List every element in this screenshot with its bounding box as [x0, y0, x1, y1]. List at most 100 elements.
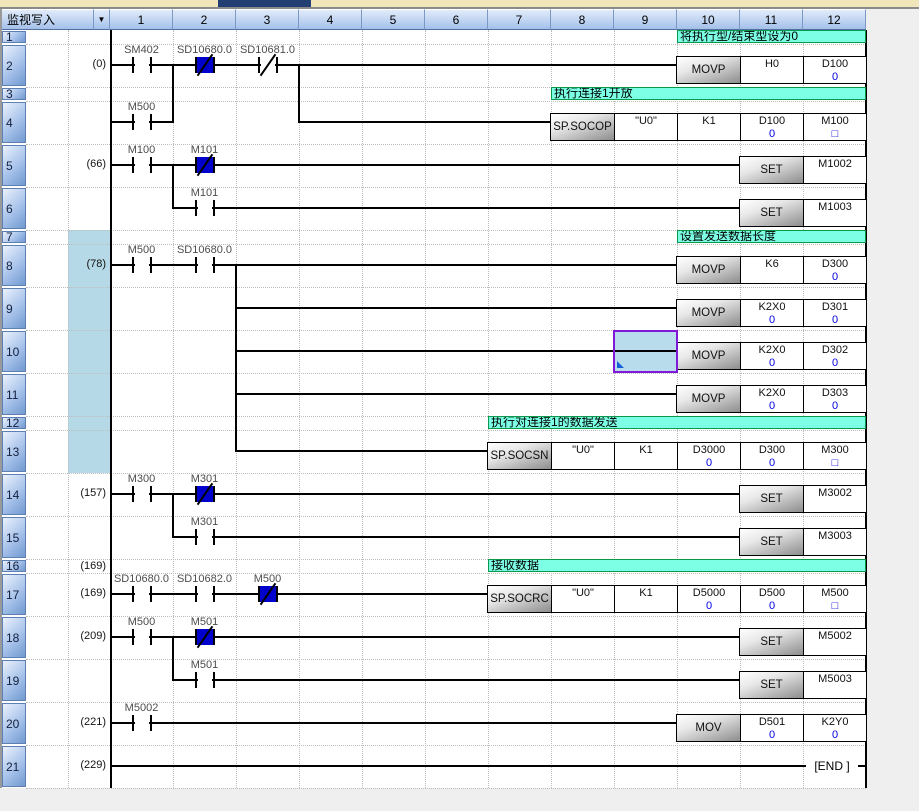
row-header[interactable]: 3: [2, 87, 26, 101]
contact[interactable]: [194, 672, 197, 688]
operand-name: M5002: [818, 630, 852, 642]
comment-box[interactable]: 将执行型/结束型设为0: [677, 30, 866, 43]
comment-text: 接收数据: [491, 559, 540, 572]
row-header[interactable]: 12: [2, 416, 26, 430]
contact[interactable]: [194, 57, 197, 73]
contact[interactable]: [257, 586, 260, 602]
grid-line-horizontal: [26, 516, 866, 517]
contact[interactable]: [275, 586, 278, 602]
contact[interactable]: [149, 486, 152, 502]
monitor-value: 0: [768, 400, 776, 412]
contact[interactable]: [131, 157, 134, 173]
contact[interactable]: [194, 257, 197, 273]
contact[interactable]: [212, 529, 215, 545]
contact[interactable]: [149, 586, 152, 602]
row-header[interactable]: 8: [2, 245, 26, 286]
row-header[interactable]: 14: [2, 474, 26, 515]
operand-cell: H0: [740, 57, 803, 83]
row-header[interactable]: 7: [2, 230, 26, 244]
contact[interactable]: [149, 157, 152, 173]
instruction-box[interactable]: SP.SOCSN "U0" K1 D3000 0 D300 0 M300 □: [487, 442, 867, 470]
operand-name: SET: [760, 164, 783, 176]
instruction-box[interactable]: SET M5002: [739, 628, 867, 656]
instruction-box[interactable]: SET M1003: [739, 199, 867, 227]
instruction-mnemonic-cell: SET: [740, 157, 803, 183]
contact[interactable]: [275, 57, 278, 73]
contact[interactable]: [149, 57, 152, 73]
row-header[interactable]: 6: [2, 188, 26, 229]
rung-wire: [110, 164, 740, 166]
contact[interactable]: [194, 486, 197, 502]
row-header[interactable]: 1: [2, 30, 26, 44]
instruction-box[interactable]: MOVP K2X0 0 D302 0: [676, 342, 867, 370]
instruction-box[interactable]: MOVP K6 D300 0: [676, 256, 867, 284]
instruction-box[interactable]: MOVP K2X0 0 D301 0: [676, 299, 867, 327]
row-header[interactable]: 20: [2, 703, 26, 744]
contact[interactable]: [131, 57, 134, 73]
instruction-box[interactable]: MOV D501 0 K2Y0 0: [676, 714, 867, 742]
contact[interactable]: [212, 57, 215, 73]
operand-name: MOV: [695, 722, 722, 734]
instruction-box[interactable]: SET M5003: [739, 671, 867, 699]
header-dropdown-button[interactable]: ▼: [94, 9, 110, 30]
contact[interactable]: [194, 629, 197, 645]
contact[interactable]: [131, 486, 134, 502]
row-header[interactable]: 21: [2, 746, 26, 787]
row-header[interactable]: 9: [2, 288, 26, 329]
contact[interactable]: [194, 529, 197, 545]
contact[interactable]: [257, 57, 260, 73]
contact[interactable]: [212, 157, 215, 173]
edit-cursor[interactable]: [613, 330, 678, 373]
comment-box[interactable]: 设置发送数据长度: [677, 230, 866, 243]
contact[interactable]: [212, 257, 215, 273]
instruction-box[interactable]: SP.SOCOP "U0" K1 D100 0 M100 □: [550, 113, 867, 141]
instruction-box[interactable]: MOVP H0 D100 0: [676, 56, 867, 84]
contact[interactable]: [131, 257, 134, 273]
operand-name: MOVP: [691, 307, 726, 319]
row-header[interactable]: 2: [2, 45, 26, 86]
comment-box[interactable]: 接收数据: [488, 559, 866, 572]
instruction-box[interactable]: SET M3003: [739, 528, 867, 556]
comment-box[interactable]: 执行对连接1的数据发送: [488, 416, 866, 429]
instruction-mnemonic-cell: MOVP: [677, 300, 740, 326]
row-header[interactable]: 18: [2, 617, 26, 658]
operand-name: SET: [760, 493, 783, 505]
row-header[interactable]: 15: [2, 517, 26, 558]
row-header[interactable]: 10: [2, 331, 26, 372]
contact[interactable]: [212, 486, 215, 502]
contact[interactable]: [212, 629, 215, 645]
instruction-box[interactable]: MOVP K2X0 0 D303 0: [676, 385, 867, 413]
operand-cell: K6: [740, 257, 803, 283]
contact[interactable]: [212, 200, 215, 216]
grid-line-vertical: [362, 30, 363, 788]
operand-name: M1003: [818, 201, 852, 213]
contact[interactable]: [131, 715, 134, 731]
contact[interactable]: [212, 672, 215, 688]
row-header[interactable]: 4: [2, 102, 26, 143]
contact[interactable]: [194, 157, 197, 173]
row-header[interactable]: 5: [2, 145, 26, 186]
mode-selector[interactable]: 监视写入: [2, 9, 94, 30]
contact[interactable]: [149, 114, 152, 130]
instruction-box[interactable]: SP.SOCRC "U0" K1 D5000 0 D500 0 M500 □: [487, 585, 867, 613]
row-header[interactable]: 11: [2, 374, 26, 415]
contact[interactable]: [131, 114, 134, 130]
row-header-label: 16: [6, 559, 20, 573]
contact[interactable]: [149, 257, 152, 273]
contact[interactable]: [212, 586, 215, 602]
step-number: (157): [80, 487, 106, 499]
instruction-box[interactable]: SET M1002: [739, 156, 867, 184]
comment-box[interactable]: 执行连接1开放: [551, 87, 866, 100]
contact[interactable]: [149, 715, 152, 731]
contact[interactable]: [149, 629, 152, 645]
contact[interactable]: [194, 200, 197, 216]
instruction-box[interactable]: SET M3002: [739, 485, 867, 513]
row-header[interactable]: 16: [2, 559, 26, 573]
row-header[interactable]: 19: [2, 660, 26, 701]
contact[interactable]: [194, 586, 197, 602]
row-header[interactable]: 13: [2, 431, 26, 472]
row-header[interactable]: 17: [2, 574, 26, 615]
contact[interactable]: [131, 629, 134, 645]
contact[interactable]: [131, 586, 134, 602]
column-header-label: 6: [452, 12, 460, 27]
